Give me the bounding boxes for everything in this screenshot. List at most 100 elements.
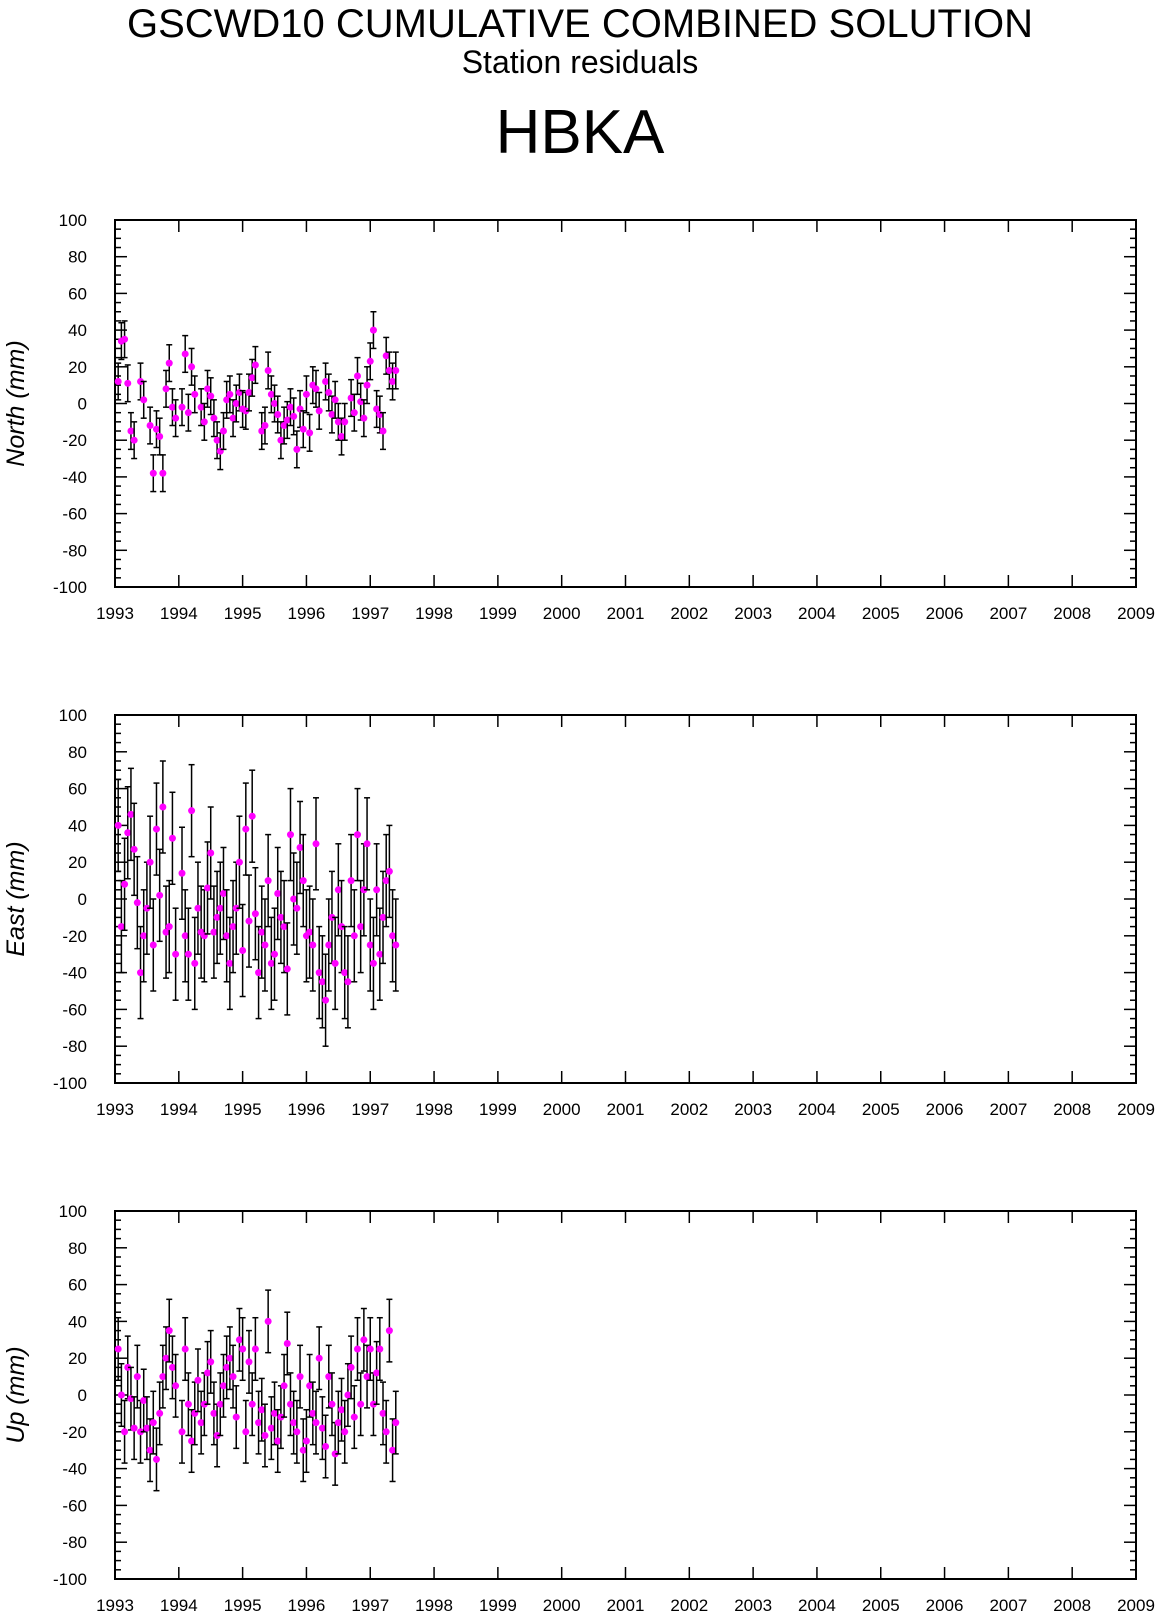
x-tick-label: 2002 (670, 1596, 708, 1615)
data-point (191, 959, 199, 967)
data-point (213, 913, 221, 921)
data-point (325, 941, 333, 949)
data-point (200, 418, 208, 426)
data-point (146, 1446, 154, 1454)
data-point (389, 932, 397, 940)
data-point (283, 1339, 291, 1347)
y-tick-label: 80 (68, 1239, 87, 1258)
data-point (309, 941, 317, 949)
data-point (127, 427, 135, 435)
data-point (261, 422, 269, 430)
data-point (255, 1419, 263, 1427)
data-point (172, 1382, 180, 1390)
y-tick-label: 100 (59, 1202, 87, 1221)
data-point (216, 904, 224, 912)
data-point (204, 1369, 212, 1377)
data-point (264, 366, 272, 374)
data-point (130, 436, 138, 444)
y-tick-label: 80 (68, 248, 87, 267)
data-point (165, 359, 173, 367)
x-tick-label: 2005 (862, 1100, 900, 1119)
y-axis-label: East (mm) (2, 841, 30, 956)
y-tick-label: -40 (62, 468, 87, 487)
chart-panel-1: -100 -80 -60 -40 -20 0 20 40 60 80 100 1993 1994 1995… (2, 211, 1155, 623)
y-tick-label: 0 (78, 395, 87, 414)
data-point (207, 1358, 215, 1366)
data-point (296, 843, 304, 851)
data-point (334, 1419, 342, 1427)
plot-frame (114, 1210, 1137, 1580)
data-point (363, 381, 371, 389)
data-point (290, 1419, 298, 1427)
data-point (389, 377, 397, 385)
y-tick-label: 80 (68, 743, 87, 762)
data-point (331, 396, 339, 404)
x-tick-label: 1999 (479, 604, 517, 623)
data-point (347, 877, 355, 885)
data-point (219, 889, 227, 897)
x-tick-label: 2008 (1053, 1596, 1091, 1615)
x-tick-label: 2006 (926, 1100, 964, 1119)
data-point (127, 810, 135, 818)
data-point (168, 1363, 176, 1371)
data-point (357, 923, 365, 931)
data-point (239, 947, 247, 955)
x-tick-label: 1996 (288, 1100, 326, 1119)
data-point (121, 880, 129, 888)
data-point (248, 1400, 256, 1408)
y-tick-label: -20 (62, 1423, 87, 1442)
x-tick-label: 2006 (926, 604, 964, 623)
data-point (194, 904, 202, 912)
data-point (114, 1345, 122, 1353)
data-point (376, 1345, 384, 1353)
data-point (328, 1400, 336, 1408)
data-point (210, 928, 218, 936)
data-point (385, 366, 393, 374)
data-point (213, 436, 221, 444)
data-point (350, 409, 358, 417)
data-point (350, 1413, 358, 1421)
x-tick-label: 2009 (1117, 1596, 1155, 1615)
data-point (392, 366, 400, 374)
chart-subtitle: Station residuals (461, 44, 699, 80)
data-point (318, 978, 326, 986)
data-point (146, 422, 154, 430)
data-point (121, 1428, 129, 1436)
y-tick-label: -40 (62, 1460, 87, 1479)
data-point (210, 414, 218, 422)
data-point (149, 1419, 157, 1427)
y-axis-label: Up (mm) (2, 1346, 30, 1443)
x-tick-label: 2003 (734, 1100, 772, 1119)
x-tick-label: 2001 (607, 1100, 645, 1119)
data-point (267, 959, 275, 967)
x-tick-label: 2002 (670, 1100, 708, 1119)
data-point (286, 1400, 294, 1408)
data-point (156, 433, 164, 441)
data-point (322, 1443, 330, 1451)
data-point (130, 845, 138, 853)
data-point (162, 385, 170, 393)
data-point (299, 425, 307, 433)
data-point (382, 352, 390, 360)
y-tick-label: 60 (68, 780, 87, 799)
data-point (137, 1428, 145, 1436)
data-point (133, 1373, 141, 1381)
y-tick-label: 20 (68, 853, 87, 872)
x-tick-label: 1999 (479, 1596, 517, 1615)
x-tick-label: 2006 (926, 1596, 964, 1615)
data-point (159, 469, 167, 477)
data-point (280, 1382, 288, 1390)
data-point (178, 1428, 186, 1436)
x-tick-label: 2007 (989, 604, 1027, 623)
data-point (341, 969, 349, 977)
data-point (242, 1428, 250, 1436)
data-point (140, 396, 148, 404)
data-point (124, 829, 132, 837)
data-point (159, 803, 167, 811)
data-point (137, 969, 145, 977)
data-point (117, 1391, 125, 1399)
data-point (277, 1413, 285, 1421)
data-point (159, 1373, 167, 1381)
data-point (178, 403, 186, 411)
